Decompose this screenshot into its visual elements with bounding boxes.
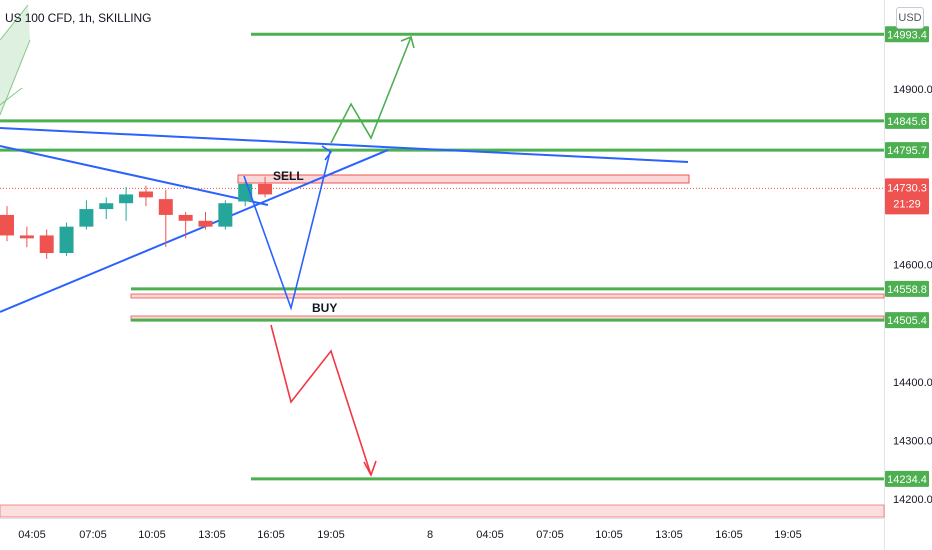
channel-line bbox=[0, 87, 23, 106]
trend-line-falling bbox=[0, 145, 269, 206]
x-tick-label: 13:05 bbox=[655, 529, 683, 541]
projection-arrowhead-blue bbox=[321, 145, 333, 161]
candle-body bbox=[79, 209, 94, 227]
x-tick-label: 16:05 bbox=[257, 529, 285, 541]
x-tick-label: 10:05 bbox=[138, 529, 166, 541]
last-price-tag bbox=[885, 178, 929, 215]
bottom-zone bbox=[0, 504, 885, 518]
buy-label: BUY bbox=[312, 301, 337, 315]
channel-line bbox=[0, 4, 29, 41]
projection-arrowhead-bear bbox=[363, 460, 377, 477]
y-tick-label: 14200.0 bbox=[893, 494, 932, 506]
x-tick-label: 10:05 bbox=[595, 529, 623, 541]
x-tick-label: 8 bbox=[427, 529, 433, 541]
x-tick-label: 13:05 bbox=[198, 529, 226, 541]
y-tick-label: 14900.0 bbox=[893, 84, 932, 96]
level-tag-label: 14558.8 bbox=[887, 284, 927, 296]
candle-body bbox=[258, 183, 273, 195]
level-tag bbox=[885, 142, 929, 159]
candle-body bbox=[138, 191, 153, 198]
x-tick-label: 16:05 bbox=[715, 529, 743, 541]
candle-body bbox=[99, 203, 114, 210]
channel-line bbox=[0, 39, 31, 116]
candle-body bbox=[198, 220, 213, 227]
x-tick-label: 19:05 bbox=[317, 529, 345, 541]
sell-label: SELL bbox=[273, 169, 304, 183]
projection-arrowhead-bull bbox=[400, 35, 415, 49]
candle-body bbox=[178, 214, 193, 221]
price-axis bbox=[884, 0, 932, 550]
projection-path-blue bbox=[243, 151, 331, 311]
projection-path-bull bbox=[330, 36, 412, 144]
symbol-title: US 100 CFD, 1h, SKILLING bbox=[5, 11, 152, 25]
level-tag bbox=[885, 280, 929, 297]
sell-zone bbox=[237, 174, 690, 184]
level-tag-label: 14993.4 bbox=[887, 29, 927, 41]
x-tick-label: 04:05 bbox=[476, 529, 504, 541]
level-tag bbox=[885, 312, 929, 329]
level-tag bbox=[885, 470, 929, 487]
candle-body bbox=[0, 214, 14, 236]
last-price-label: 14730.3 bbox=[887, 182, 927, 194]
y-tick-label: 14400.0 bbox=[893, 377, 932, 389]
projection-path-bear bbox=[270, 324, 372, 476]
channel-fill bbox=[0, 5, 30, 115]
buy-zone-upper bbox=[130, 293, 885, 299]
countdown-label: 21:29 bbox=[893, 198, 921, 210]
x-tick-label: 04:05 bbox=[18, 529, 46, 541]
level-tag bbox=[885, 112, 929, 129]
x-tick-label: 19:05 bbox=[774, 529, 802, 541]
candle-body bbox=[119, 194, 134, 204]
candle-body bbox=[218, 203, 233, 227]
level-tag-label: 14845.6 bbox=[887, 116, 927, 128]
level-tag-label: 14234.4 bbox=[887, 474, 927, 486]
candle-body bbox=[59, 226, 74, 253]
level-tag bbox=[885, 26, 929, 43]
x-tick-label: 07:05 bbox=[536, 529, 564, 541]
y-tick-label: 14600.0 bbox=[893, 260, 932, 272]
level-tag-label: 14505.4 bbox=[887, 315, 927, 327]
candle-body bbox=[19, 235, 34, 239]
currency-button[interactable]: USD bbox=[896, 7, 924, 29]
level-tag-label: 14795.7 bbox=[887, 145, 927, 157]
x-tick-label: 07:05 bbox=[79, 529, 107, 541]
trend-line-upper bbox=[0, 127, 689, 163]
y-tick-label: 14300.0 bbox=[893, 435, 932, 447]
candle-body bbox=[39, 235, 54, 253]
candle-body bbox=[158, 199, 173, 215]
